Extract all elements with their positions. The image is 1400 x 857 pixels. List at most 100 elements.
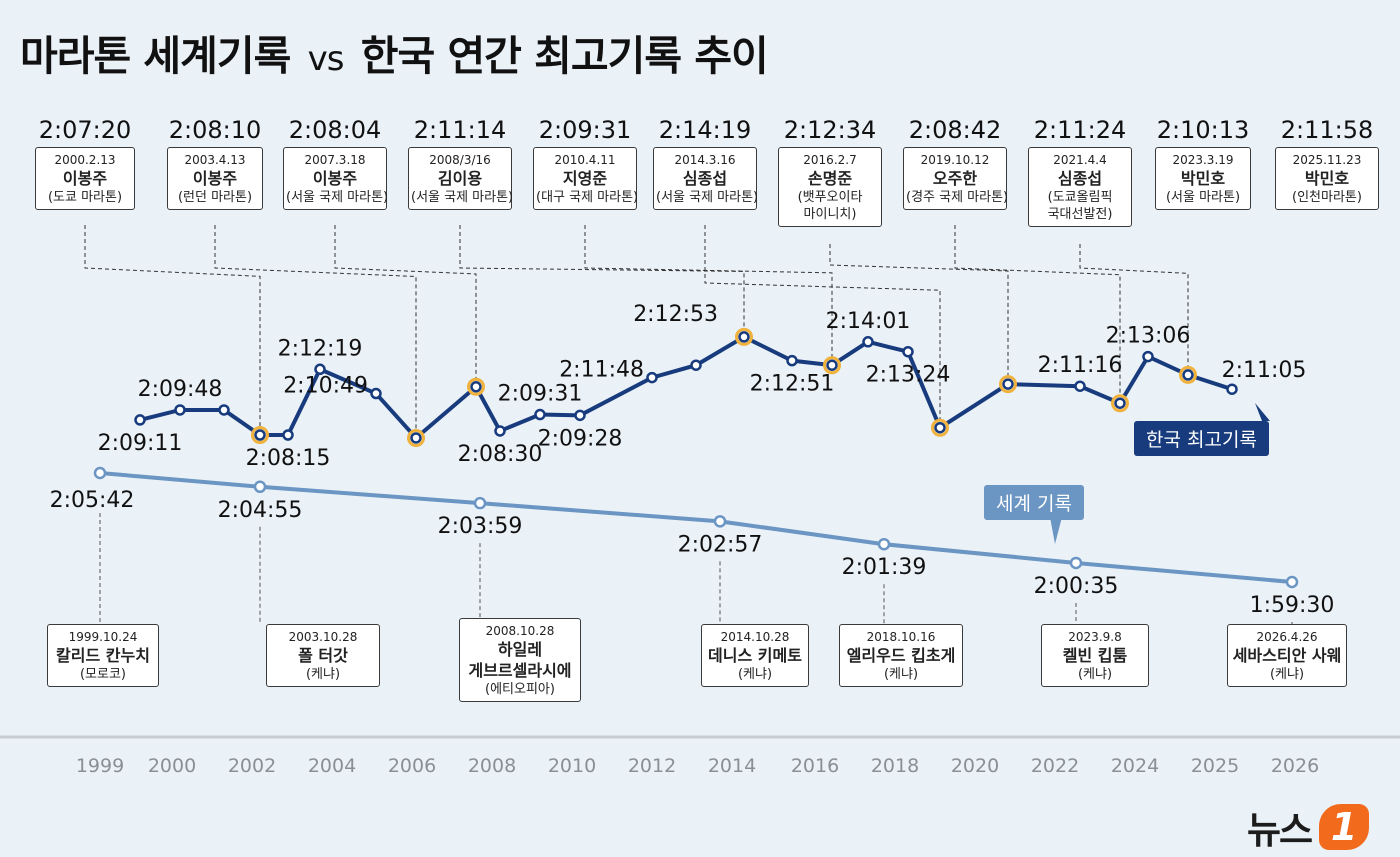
korea-record-connector	[84, 225, 261, 428]
record-country: (케냐)	[737, 667, 773, 682]
record-date: 2014.10.28	[720, 630, 790, 644]
record-date: 2014.3.16	[674, 153, 736, 167]
x-tick-label: 2012	[628, 755, 676, 777]
korea-data-label: 2:12:19	[278, 336, 363, 361]
record-runner: 데니스 키메토	[708, 646, 802, 665]
korea-record-connector	[704, 225, 941, 421]
korea-data-label: 2:12:51	[750, 372, 835, 397]
x-tick-label: 1999	[76, 755, 124, 777]
record-place: (경주 국제 마라톤)	[906, 190, 1009, 205]
x-tick-label: 2024	[1111, 755, 1159, 777]
korea-record-box: 2025.11.23 박민호 (인천마라톤)	[1275, 147, 1379, 210]
korea-record-time: 2:11:58	[1280, 116, 1374, 144]
title-rest: 한국 연간 최고기록 추이	[360, 32, 769, 80]
korea-record-connector	[584, 225, 833, 359]
korea-record-time: 2:10:13	[1156, 116, 1250, 144]
world-record-line	[99, 471, 1293, 584]
record-date: 2023.9.8	[1068, 630, 1122, 644]
record-date: 2023.3.19	[1172, 153, 1234, 167]
record-date: 2021.4.4	[1053, 153, 1107, 167]
world-data-label: 2:04:55	[218, 498, 303, 523]
world-record-point	[1069, 556, 1083, 570]
korea-record-point	[282, 429, 294, 441]
korea-record-box: 2010.4.11 지영준 (대구 국제 마라톤)	[533, 147, 639, 210]
record-place: (도쿄올림픽	[1047, 190, 1113, 205]
x-tick-label: 2025	[1191, 755, 1239, 777]
korea-record-time: 2:08:10	[168, 116, 262, 144]
korea-record-point	[494, 425, 506, 437]
korea-record-point	[470, 381, 482, 393]
record-date: 2008/3/16	[429, 153, 491, 167]
record-runner: 심종섭	[1057, 169, 1103, 188]
world-record-point	[713, 515, 727, 528]
record-runner: 지영준	[562, 169, 608, 188]
record-date: 2026.4.26	[1256, 630, 1318, 644]
korea-record-point	[254, 429, 266, 441]
world-data-label: 2:01:39	[842, 555, 927, 580]
record-country: (케냐)	[1269, 667, 1305, 682]
korea-record-point	[1226, 383, 1238, 395]
korea-record-point	[1142, 350, 1154, 363]
record-runner: 칼리드 칸누치	[56, 646, 150, 665]
world-record-point	[93, 466, 107, 480]
world-record-box: 2008.10.28 하일레 게브르셀라시에 (에티오피아)	[459, 618, 581, 702]
korea-data-label: 2:08:30	[458, 442, 543, 467]
korea-data-label: 2:14:01	[826, 309, 911, 334]
x-tick-label: 2000	[148, 755, 196, 777]
record-runner: 이봉주	[312, 169, 358, 188]
korea-data-label: 2:09:11	[98, 431, 183, 456]
korea-record-box: 2007.3.18 이봉주 (서울 국제 마라톤)	[283, 147, 389, 210]
record-place: (서울 국제 마라톤)	[286, 190, 389, 205]
korea-data-label: 2:09:28	[538, 426, 623, 451]
world-record-point	[473, 496, 487, 510]
korea-record-point	[134, 414, 146, 426]
korea-record-time: 2:11:24	[1033, 116, 1127, 144]
record-place: (서울 마라톤)	[1165, 190, 1241, 205]
world-record-box: 1999.10.24 칼리드 칸누치 (모로코)	[47, 624, 159, 687]
record-date: 2025.11.23	[1292, 153, 1362, 167]
x-tick-label: 2008	[468, 755, 516, 777]
x-tick-label: 2004	[308, 755, 356, 777]
korea-tag-pointer	[1255, 403, 1270, 421]
korea-record-box: 2014.3.16 심종섭 (서울 국제 마라톤)	[653, 147, 758, 210]
world-record-box: 2018.10.16 엘리우드 킵초게 (케냐)	[839, 624, 963, 687]
korea-record-time: 2:07:20	[38, 116, 132, 144]
korea-data-label: 2:11:16	[1038, 353, 1123, 378]
world-data-label: 2:05:42	[50, 488, 135, 513]
record-date: 2007.3.18	[304, 153, 366, 167]
record-country: (케냐)	[305, 667, 341, 682]
world-record-box: 2026.4.26 세바스티안 사웨 (케냐)	[1227, 624, 1347, 687]
korea-record-connector	[954, 225, 1121, 397]
news1-logo: 뉴스 1	[1247, 800, 1370, 854]
korea-record-time: 2:14:19	[658, 116, 752, 144]
korea-record-point	[902, 345, 914, 358]
world-record-tag: 세계 기록	[984, 485, 1084, 520]
logo-text: 뉴스	[1247, 809, 1313, 852]
korea-data-label: 2:13:24	[866, 363, 951, 388]
title-vs: vs	[307, 39, 345, 79]
x-tick-label: 2006	[388, 755, 436, 777]
korea-data-label: 2:08:15	[246, 446, 331, 471]
record-runner: 세바스티안 사웨	[1232, 646, 1342, 665]
record-country: (케냐)	[1077, 667, 1113, 682]
record-runner: 엘리우드 킵초게	[846, 646, 956, 665]
x-tick-label: 2014	[708, 755, 756, 777]
record-place: (인천마라톤)	[1292, 190, 1362, 205]
korea-record-point	[826, 359, 838, 371]
korea-record-time: 2:08:42	[908, 116, 1002, 144]
x-tick-label: 2016	[791, 755, 839, 777]
record-runner: 박민호	[1304, 169, 1350, 188]
korea-record-connector	[829, 244, 1009, 378]
korea-data-label: 2:12:53	[633, 302, 718, 327]
korea-record-box: 2023.3.19 박민호 (서울 마라톤)	[1155, 147, 1251, 210]
record-place: (서울 국제 마라톤)	[411, 190, 514, 205]
korea-record-time: 2:08:04	[288, 116, 382, 144]
record-place: (대구 국제 마라톤)	[536, 190, 639, 205]
record-country: (케냐)	[883, 667, 919, 682]
title-main: 마라톤 세계기록	[20, 32, 291, 80]
korea-record-point	[174, 404, 186, 416]
x-tick-label: 2022	[1031, 755, 1079, 777]
korea-record-time: 2:11:14	[413, 116, 507, 144]
world-record-point	[877, 537, 891, 551]
